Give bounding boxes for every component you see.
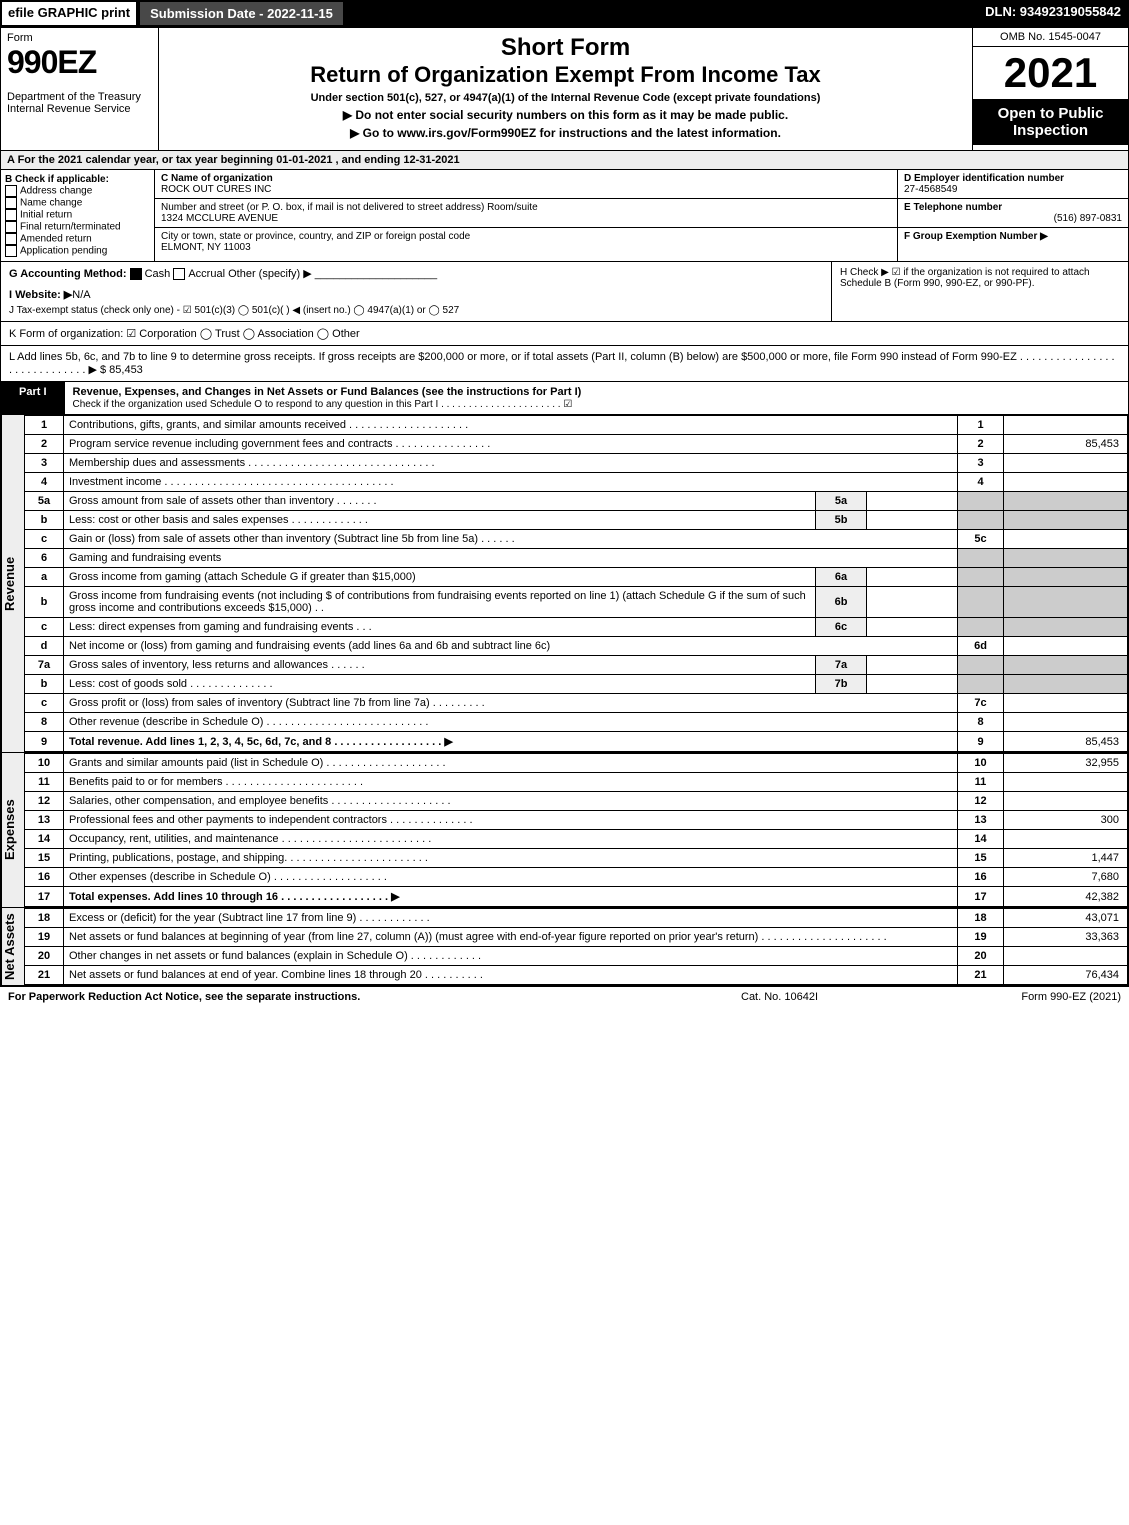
dln-label: DLN: 93492319055842 <box>977 0 1129 27</box>
gross-receipts-amount: 85,453 <box>109 364 143 376</box>
line-1-amount <box>1004 416 1128 435</box>
net-assets-tab: Net Assets <box>1 908 24 985</box>
website-value: N/A <box>72 289 90 301</box>
line-7c-amount <box>1004 694 1128 713</box>
line-2-amount: 85,453 <box>1004 435 1128 454</box>
form-word: Form <box>7 32 152 44</box>
ssn-warning: ▶ Do not enter social security numbers o… <box>165 108 966 122</box>
line-7a-amount <box>867 656 958 675</box>
section-h: H Check ▶ ☑ if the organization is not r… <box>831 262 1128 321</box>
page-footer: For Paperwork Reduction Act Notice, see … <box>0 986 1129 1007</box>
submission-date: Submission Date - 2022-11-15 <box>138 0 345 27</box>
line-20-amount <box>1004 947 1128 966</box>
section-j: J Tax-exempt status (check only one) - ☑… <box>9 305 823 316</box>
under-section: Under section 501(c), 527, or 4947(a)(1)… <box>165 92 966 104</box>
tax-year: 2021 <box>973 47 1128 99</box>
line-13-amount: 300 <box>1004 811 1128 830</box>
line-7b-amount <box>867 675 958 694</box>
revenue-table: 1Contributions, gifts, grants, and simil… <box>24 415 1128 752</box>
goto-link[interactable]: ▶ Go to www.irs.gov/Form990EZ for instru… <box>165 126 966 140</box>
org-city: ELMONT, NY 11003 <box>161 242 251 253</box>
form-ref: Form 990-EZ (2021) <box>941 991 1121 1003</box>
top-bar: efile GRAPHIC print Submission Date - 20… <box>0 0 1129 27</box>
b-label: B Check if applicable: <box>5 174 150 185</box>
line-17-amount: 42,382 <box>1004 887 1128 907</box>
section-gh: G Accounting Method: Cash Accrual Other … <box>0 262 1129 322</box>
line-18-amount: 43,071 <box>1004 909 1128 928</box>
line-16-amount: 7,680 <box>1004 868 1128 887</box>
catalog-number: Cat. No. 10642I <box>741 991 941 1003</box>
line-10-amount: 32,955 <box>1004 754 1128 773</box>
section-l: L Add lines 5b, 6c, and 7b to line 9 to … <box>0 346 1129 382</box>
department-label: Department of the Treasury Internal Reve… <box>7 91 152 115</box>
ein-value: 27-4568549 <box>904 184 957 195</box>
line-3-amount <box>1004 454 1128 473</box>
short-form-title: Short Form <box>165 34 966 62</box>
line-21-amount: 76,434 <box>1004 966 1128 985</box>
revenue-tab: Revenue <box>1 415 24 752</box>
line-4-amount <box>1004 473 1128 492</box>
expenses-tab: Expenses <box>1 753 24 907</box>
cash-checkbox[interactable] <box>130 268 142 280</box>
open-to-public: Open to Public Inspection <box>973 99 1128 145</box>
line-9-amount: 85,453 <box>1004 732 1128 752</box>
name-change-checkbox[interactable] <box>5 197 17 209</box>
initial-return-checkbox[interactable] <box>5 209 17 221</box>
net-assets-section: Net Assets 18Excess or (deficit) for the… <box>0 908 1129 986</box>
org-address: 1324 MCCLURE AVENUE <box>161 213 278 224</box>
line-12-amount <box>1004 792 1128 811</box>
expenses-section: Expenses 10Grants and similar amounts pa… <box>0 753 1129 908</box>
line-5c-amount <box>1004 530 1128 549</box>
accrual-checkbox[interactable] <box>173 268 185 280</box>
paperwork-notice: For Paperwork Reduction Act Notice, see … <box>8 991 741 1003</box>
application-pending-checkbox[interactable] <box>5 245 17 257</box>
net-assets-table: 18Excess or (deficit) for the year (Subt… <box>24 908 1128 985</box>
line-6b-amount <box>867 587 958 618</box>
line-14-amount <box>1004 830 1128 849</box>
efile-label: efile GRAPHIC print <box>0 0 138 27</box>
line-6c-amount <box>867 618 958 637</box>
section-a: A For the 2021 calendar year, or tax yea… <box>0 151 1129 170</box>
line-5b-amount <box>867 511 958 530</box>
section-d: D Employer identification number27-45685… <box>897 170 1128 261</box>
omb-number: OMB No. 1545-0047 <box>973 28 1128 47</box>
line-15-amount: 1,447 <box>1004 849 1128 868</box>
form-number: 990EZ <box>7 44 152 81</box>
form-title: Return of Organization Exempt From Incom… <box>165 62 966 88</box>
line-11-amount <box>1004 773 1128 792</box>
org-name: ROCK OUT CURES INC <box>161 184 271 195</box>
part-1-header: Part I Revenue, Expenses, and Changes in… <box>0 382 1129 415</box>
line-6d-amount <box>1004 637 1128 656</box>
amended-return-checkbox[interactable] <box>5 233 17 245</box>
part-1-label: Part I <box>1 382 65 414</box>
final-return-checkbox[interactable] <box>5 221 17 233</box>
line-19-amount: 33,363 <box>1004 928 1128 947</box>
telephone-value: (516) 897-0831 <box>904 213 1122 224</box>
form-header: Form 990EZ Department of the Treasury In… <box>0 27 1129 151</box>
section-b: B Check if applicable: Address change Na… <box>1 170 155 261</box>
section-bcd: B Check if applicable: Address change Na… <box>0 170 1129 262</box>
revenue-section: Revenue 1Contributions, gifts, grants, a… <box>0 415 1129 753</box>
line-8-amount <box>1004 713 1128 732</box>
line-6a-amount <box>867 568 958 587</box>
section-c: C Name of organizationROCK OUT CURES INC… <box>155 170 897 261</box>
line-5a-amount <box>867 492 958 511</box>
expenses-table: 10Grants and similar amounts paid (list … <box>24 753 1128 907</box>
address-change-checkbox[interactable] <box>5 185 17 197</box>
group-exemption-label: F Group Exemption Number ▶ <box>904 231 1048 242</box>
section-k: K Form of organization: ☑ Corporation ◯ … <box>0 322 1129 346</box>
